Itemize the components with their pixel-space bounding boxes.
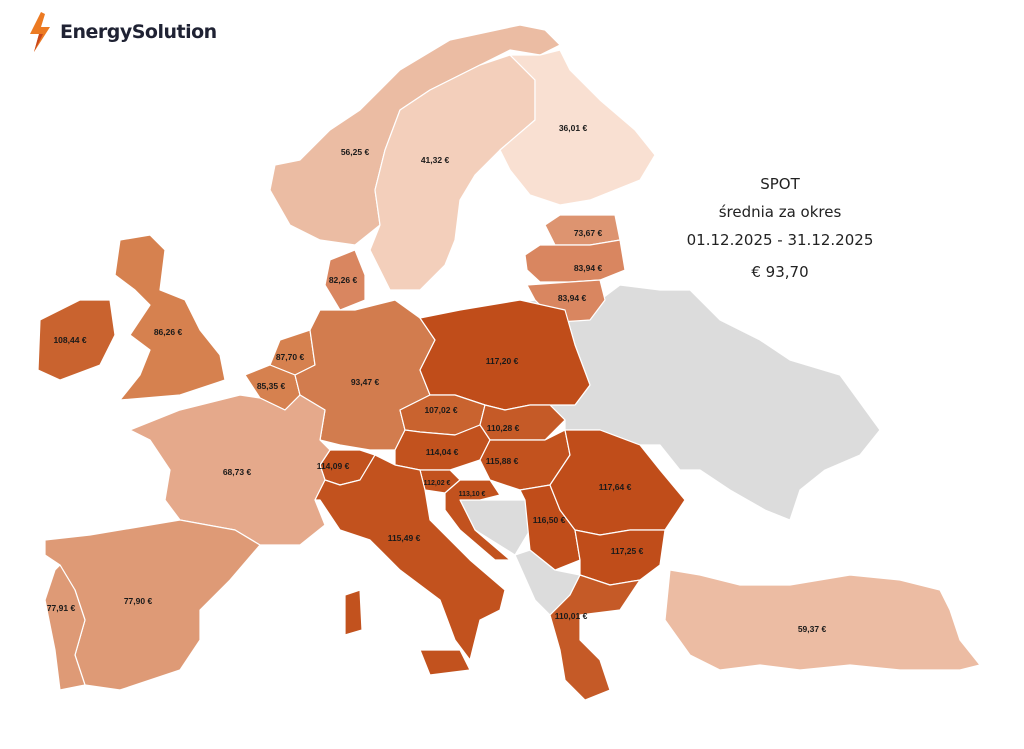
price-label-TR: 59,37 € (798, 624, 827, 634)
price-label-SK: 110,28 € (487, 423, 520, 433)
country-PT[interactable] (44, 564, 86, 691)
price-label-DE: 93,47 € (351, 377, 380, 387)
price-label-ES: 77,90 € (124, 596, 153, 606)
price-label-CH: 114,09 € (317, 461, 350, 471)
price-label-LT: 83,94 € (558, 293, 587, 303)
price-label-EE: 73,67 € (574, 228, 603, 238)
country-PL[interactable] (419, 299, 591, 411)
price-label-GB: 86,26 € (154, 327, 183, 337)
price-label-FI: 36,01 € (559, 123, 588, 133)
country-GB[interactable] (114, 234, 226, 401)
summary-title: SPOT (760, 175, 800, 193)
price-label-FR: 68,73 € (223, 467, 252, 477)
country-TR[interactable] (664, 569, 981, 671)
country-NO[interactable] (269, 24, 561, 246)
country-FI[interactable] (499, 49, 656, 206)
price-label-IT: 115,49 € (388, 533, 421, 543)
summary-average: € 93,70 (751, 263, 809, 281)
price-label-PL: 117,20 € (486, 356, 519, 366)
country-BG[interactable] (574, 529, 666, 586)
price-label-NO: 56,25 € (341, 147, 370, 157)
price-label-RO: 117,64 € (599, 482, 632, 492)
price-label-LV: 83,94 € (574, 263, 603, 273)
country-GR[interactable] (549, 574, 641, 701)
country-IT-sardinia (344, 589, 363, 636)
price-label-PT: 77,91 € (47, 603, 76, 613)
price-label-BG: 117,25 € (611, 546, 644, 556)
summary-subtitle: średnia za okres (718, 203, 842, 221)
price-label-SI: 112,02 € (424, 480, 451, 487)
price-label-SE: 41,32 € (421, 155, 450, 165)
summary-period: 01.12.2025 - 31.12.2025 (686, 231, 874, 249)
price-label-HR: 113,10 € (459, 491, 486, 498)
brand-name: EnergySolution (60, 21, 217, 43)
price-label-IE: 108,44 € (53, 335, 86, 345)
lightning-bolt-icon (30, 12, 50, 52)
country-HR[interactable] (444, 479, 511, 561)
price-label-BE: 85,35 € (257, 381, 286, 391)
country-LT[interactable] (526, 279, 606, 323)
period-summary: SPOT średnia za okres 01.12.2025 - 31.12… (680, 170, 880, 286)
price-label-RS: 116,50 € (533, 515, 566, 525)
price-labels: 56,25 € 41,32 € 36,01 € 73,67 € 83,94 € … (47, 123, 827, 634)
price-label-GR: 110,01 € (555, 611, 588, 621)
country-IE[interactable] (37, 299, 116, 381)
country-LV[interactable] (524, 239, 626, 283)
price-label-DK: 82,26 € (329, 275, 358, 285)
price-label-AT: 114,04 € (426, 447, 459, 457)
countries (37, 24, 981, 701)
country-IT[interactable] (314, 454, 506, 661)
price-label-HU: 115,88 € (486, 456, 519, 466)
price-label-CZ: 107,02 € (424, 405, 457, 415)
country-IT-sicily (419, 649, 471, 676)
price-label-NL: 87,70 € (276, 352, 305, 362)
brand-logo: EnergySolution (26, 12, 217, 52)
